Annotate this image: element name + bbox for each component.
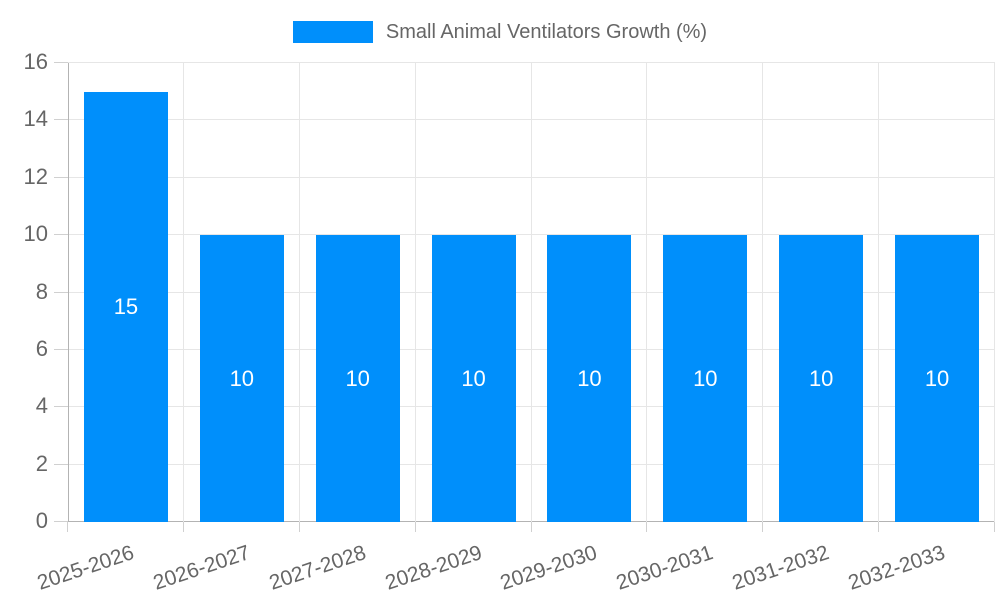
y-axis-tick-label: 2: [35, 450, 48, 476]
horizontal-gridline: [68, 176, 995, 178]
vertical-gridline: [646, 63, 648, 522]
bar-2028-2029: [431, 235, 516, 522]
y-axis-tick-label: 0: [35, 508, 48, 534]
vertical-gridline: [298, 63, 300, 522]
bar-value-label: 10: [808, 365, 834, 391]
vertical-gridline: [414, 63, 416, 522]
y-axis-tick-label: 14: [23, 106, 48, 132]
y-axis-tick-label: 6: [35, 335, 48, 361]
bar-2029-2030: [547, 235, 632, 522]
x-axis-tick: [67, 522, 68, 532]
horizontal-gridline: [68, 234, 995, 236]
bar-2032-2033: [895, 235, 980, 522]
bar-value-label: 15: [113, 293, 139, 319]
x-axis-line: [68, 521, 995, 522]
y-axis-tick-label: 12: [23, 163, 48, 189]
y-axis-tick: [54, 521, 68, 522]
vertical-gridline: [878, 63, 880, 522]
bar-value-label: 10: [229, 365, 255, 391]
horizontal-gridline: [68, 291, 995, 293]
vertical-gridline: [762, 63, 764, 522]
bar-2027-2028: [315, 235, 400, 522]
bar-2031-2032: [779, 235, 864, 522]
x-axis-tick: [182, 522, 184, 532]
vertical-gridline: [530, 63, 532, 522]
y-axis-tick: [54, 62, 68, 63]
horizontal-gridline: [68, 406, 995, 408]
horizontal-gridline: [68, 463, 995, 465]
horizontal-gridline: [68, 348, 995, 350]
y-axis-tick: [54, 176, 68, 178]
horizontal-gridline: [68, 119, 995, 121]
y-axis-tick: [54, 406, 68, 408]
x-axis-tick: [762, 522, 764, 532]
x-axis-tick: [994, 522, 995, 532]
chart-legend-item[interactable]: Small Animal Ventilators Growth (%): [0, 17, 1000, 47]
y-axis-tick-label: 16: [23, 49, 48, 75]
vertical-gridline: [182, 63, 184, 522]
y-axis-tick: [54, 463, 68, 465]
y-axis-tick-label: 8: [35, 278, 48, 304]
y-axis-tick-label: 10: [23, 221, 48, 247]
x-axis-tick: [646, 522, 648, 532]
x-axis-tick: [414, 522, 416, 532]
x-axis-tick: [878, 522, 880, 532]
bar-value-label: 10: [693, 365, 718, 391]
y-axis-tick-label: 4: [35, 393, 48, 419]
y-axis-tick: [54, 234, 68, 236]
bar-2030-2031: [663, 235, 748, 522]
legend-swatch: [292, 21, 373, 43]
bar-value-label: 10: [577, 365, 602, 391]
legend-label: Small Animal Ventilators Growth (%): [385, 20, 708, 43]
bar-value-label: 10: [461, 365, 486, 391]
y-axis-line: [68, 63, 69, 522]
y-axis-tick: [54, 291, 68, 293]
horizontal-gridline: [68, 62, 995, 63]
y-axis-tick: [54, 348, 68, 350]
bar-value-label: 10: [924, 365, 950, 391]
plot-area: 0 2 4 6 8 10 12 14 16 15 2025-2026 10 2026-2027 10 202…: [24, 51, 995, 595]
bar-2025-2026: [83, 91, 168, 522]
x-axis-tick: [530, 522, 532, 532]
x-axis-tick: [298, 522, 300, 532]
bar-2026-2027: [199, 235, 284, 522]
y-axis-tick: [54, 119, 68, 121]
bar-value-label: 10: [345, 365, 370, 391]
vertical-gridline: [994, 63, 995, 522]
